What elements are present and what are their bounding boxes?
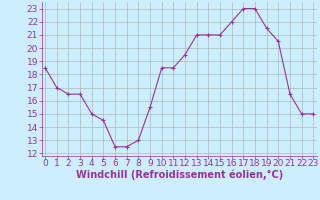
X-axis label: Windchill (Refroidissement éolien,°C): Windchill (Refroidissement éolien,°C) — [76, 170, 283, 180]
